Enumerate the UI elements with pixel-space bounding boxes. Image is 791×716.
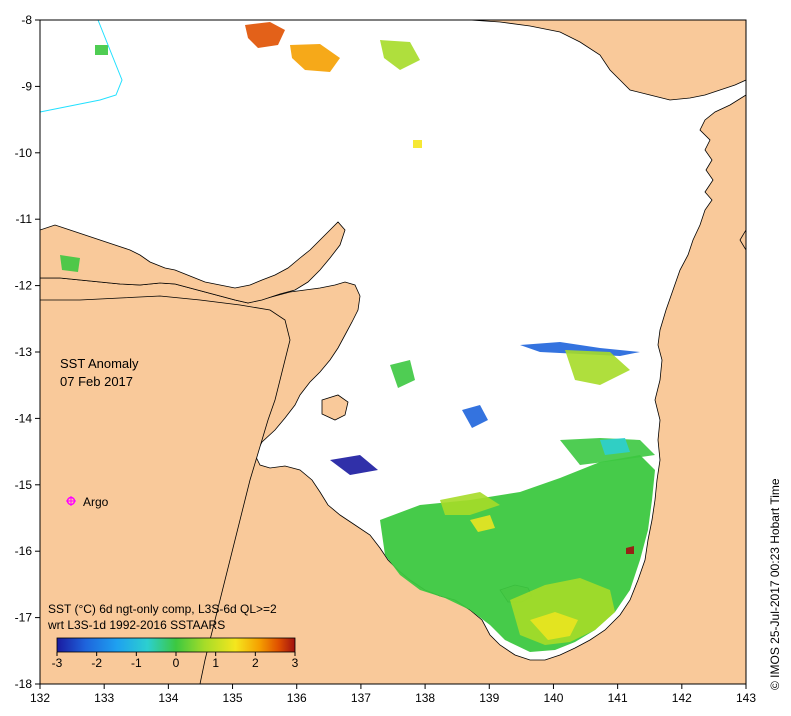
river-line [39, 19, 123, 113]
x-tick-label: 140 [543, 691, 563, 705]
map-date: 07 Feb 2017 [60, 374, 133, 389]
colorbar-tick-label: -2 [91, 656, 102, 670]
x-tick-label: 136 [287, 691, 307, 705]
colorbar-tick-label: 1 [212, 656, 219, 670]
y-tick-label: -13 [15, 345, 33, 359]
land-west [40, 295, 291, 684]
colorbar-tick-label: -1 [131, 656, 142, 670]
colorbar-tick-label: -3 [52, 656, 63, 670]
x-tick-label: 139 [479, 691, 499, 705]
y-tick-label: -10 [15, 146, 33, 160]
y-tick-label: -11 [16, 212, 33, 226]
land-island-groote [321, 394, 349, 421]
colorbar-tick-label: 2 [252, 656, 259, 670]
x-tick-label: 141 [608, 691, 628, 705]
colorbar-description-1: SST (°C) 6d ngt-only comp, L3S-6d QL>=2 [48, 602, 277, 616]
x-tick-label: 138 [415, 691, 435, 705]
y-tick-label: -18 [15, 677, 33, 691]
land-png [400, 20, 746, 101]
y-tick-label: -9 [21, 79, 32, 93]
y-tick-label: -16 [15, 544, 33, 558]
sst-data-layer [60, 22, 655, 652]
colorbar-description-2: wrt L3S-1d 1992-2016 SSTAARS [47, 618, 225, 632]
x-tick-label: 142 [672, 691, 692, 705]
x-tick-label: 137 [351, 691, 371, 705]
credit-text: © IMOS 25-Jul-2017 00:23 Hobart Time [768, 478, 782, 690]
x-tick-label: 132 [30, 691, 50, 705]
x-tick-label: 143 [736, 691, 756, 705]
y-tick-label: -12 [15, 279, 33, 293]
colorbar [56, 637, 296, 653]
colorbar-ticks: -3 -2 -1 0 1 2 3 [52, 652, 299, 670]
map-title: SST Anomaly [60, 356, 139, 371]
x-tick-label: 133 [94, 691, 114, 705]
y-tick-label: -8 [21, 13, 32, 27]
y-axis: -8 -9 -10 -11 -12 -13 -14 -15 -16 -17 -18 [15, 13, 40, 691]
x-tick-label: 135 [223, 691, 243, 705]
y-tick-label: -14 [15, 411, 33, 425]
x-axis: 132 133 134 135 136 137 138 139 140 141 142 143 [30, 684, 756, 705]
x-tick-label: 134 [158, 691, 178, 705]
colorbar-tick-label: 0 [173, 656, 180, 670]
y-tick-label: -17 [15, 611, 33, 625]
argo-label: Argo [83, 495, 109, 509]
land-arnhem [40, 221, 346, 304]
y-tick-label: -15 [15, 478, 33, 492]
colorbar-tick-label: 3 [292, 656, 299, 670]
